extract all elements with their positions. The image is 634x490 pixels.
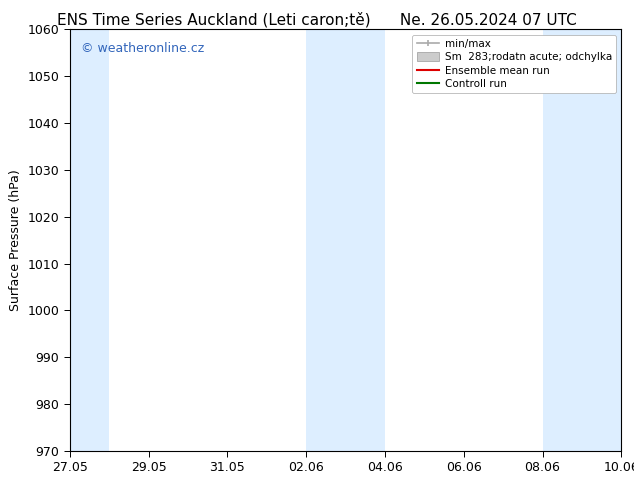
Bar — [306, 29, 385, 451]
Legend: min/max, Sm  283;rodatn acute; odchylka, Ensemble mean run, Controll run: min/max, Sm 283;rodatn acute; odchylka, … — [412, 35, 616, 93]
Bar — [70, 29, 109, 451]
Text: © weatheronline.cz: © weatheronline.cz — [81, 42, 204, 55]
Bar — [543, 29, 621, 451]
Text: ENS Time Series Auckland (Leti caron;tě)      Ne. 26.05.2024 07 UTC: ENS Time Series Auckland (Leti caron;tě)… — [57, 12, 577, 28]
Y-axis label: Surface Pressure (hPa): Surface Pressure (hPa) — [9, 169, 22, 311]
